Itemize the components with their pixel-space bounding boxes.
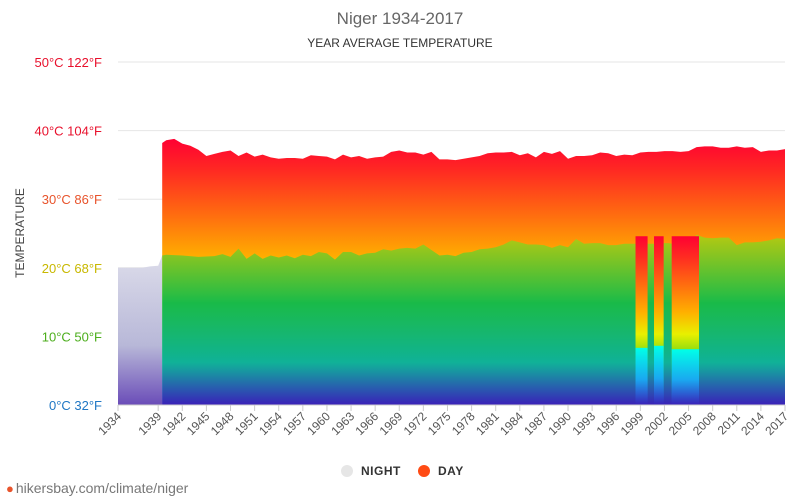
x-tick-label: 2002 [642,409,671,438]
night-gap-fill [654,345,664,405]
x-tick-label: 2011 [715,409,743,437]
y-tick-labels: 0°C 32°F 10°C 50°F 20°C 68°F 30°C 86°F 40°C … [35,55,103,413]
night-gap-day-fill [654,236,664,405]
x-tick-label: 1987 [521,409,550,438]
series-night-area-early [118,255,163,405]
legend-night-swatch [341,465,353,477]
x-tick-label: 1993 [569,409,598,438]
series-night-area [162,234,785,405]
y-tick-label: 20°C 68°F [42,261,102,276]
x-tick-label: 1990 [545,409,574,438]
x-tick-labels: 1934 193919421945194819511954195719601963… [95,404,791,438]
x-tick-label: 1972 [401,409,430,438]
chart-subtitle: YEAR AVERAGE TEMPERATURE [307,36,492,50]
x-tick-label: 2008 [690,409,719,438]
x-tick-label: 2017 [762,409,791,438]
x-tick-label: 1939 [136,409,165,438]
x-tick-label: 1951 [232,409,261,438]
legend[interactable]: NIGHT DAY [341,464,464,478]
x-tick-label: 1981 [473,409,502,438]
x-tick-label: 1969 [377,409,406,438]
plot-area [118,138,785,405]
y-tick-label: 0°C 32°F [49,398,102,413]
y-tick-label: 40°C 104°F [35,124,103,139]
x-tick-label: 1960 [304,409,333,438]
x-tick-label: 1957 [280,409,309,438]
x-tick-label: 2014 [738,409,767,438]
y-tick-label: 10°C 50°F [42,329,102,344]
night-gap-fill [635,347,648,405]
x-tick-label: 1996 [594,409,623,438]
night-gap-fill [671,349,700,405]
chart-title: Niger 1934-2017 [337,9,464,28]
watermark-link[interactable]: hikersbay.com/climate/niger [15,480,189,496]
x-tick-label: 1978 [449,409,478,438]
legend-item-day[interactable]: DAY [418,464,464,478]
location-pin-icon: ● [6,481,14,496]
watermark[interactable]: ● hikersbay.com/climate/niger [6,480,188,496]
x-tick-label: 1934 [95,409,124,438]
x-tick-label: 2005 [666,409,695,438]
x-tick-label: 1942 [160,409,189,438]
x-tick-label: 1984 [497,409,526,438]
x-tick-label: 1963 [328,409,357,438]
x-tick-label: 1948 [208,409,237,438]
y-tick-label: 30°C 86°F [42,192,102,207]
legend-day-label: DAY [438,464,464,478]
y-axis-label: TEMPERATURE [13,188,27,278]
legend-day-swatch [418,465,430,477]
legend-item-night[interactable]: NIGHT [341,464,401,478]
legend-night-label: NIGHT [361,464,401,478]
y-tick-label: 50°C 122°F [35,55,103,70]
x-tick-label: 1966 [352,409,381,438]
x-tick-label: 1945 [184,409,213,438]
x-tick-label: 1975 [425,409,454,438]
x-tick-label: 1999 [618,409,647,438]
x-tick-label: 1954 [256,409,285,438]
